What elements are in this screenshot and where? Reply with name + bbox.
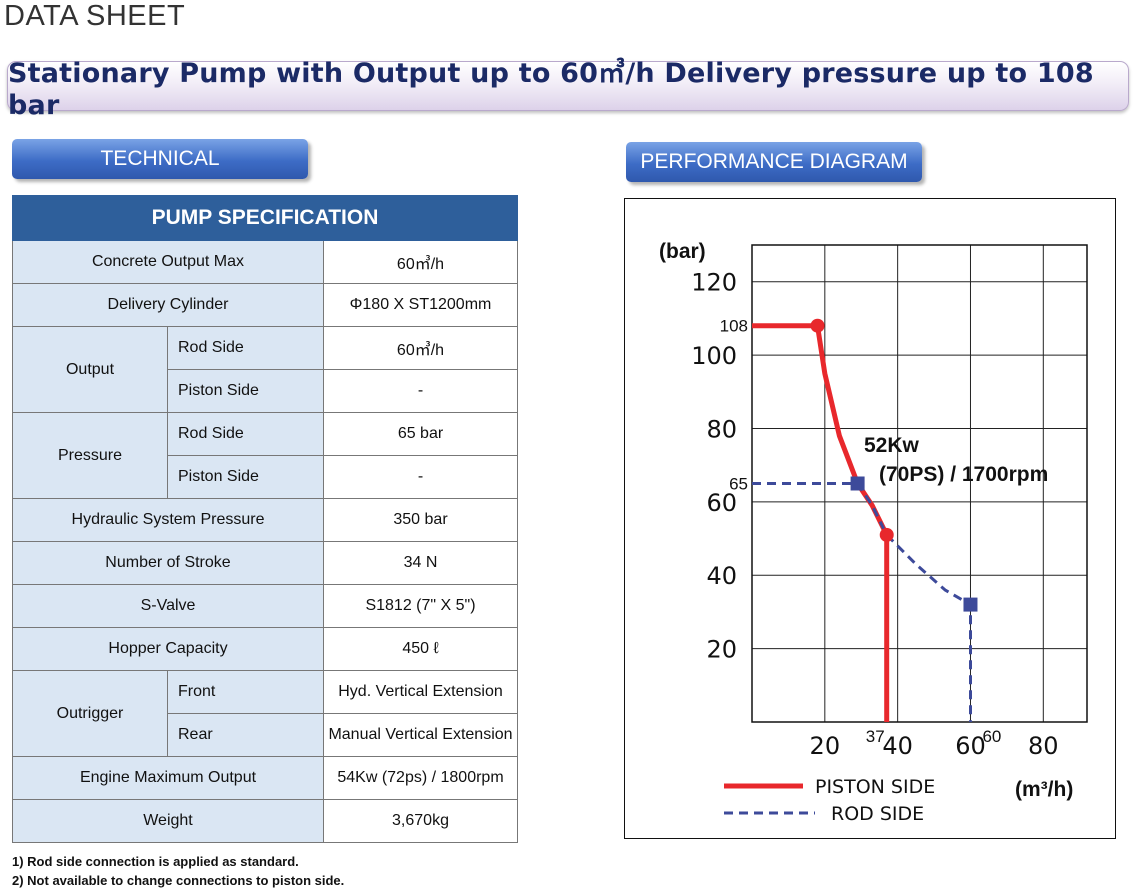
table-row: Delivery Cylinder Φ180 X ST1200mm xyxy=(12,283,519,327)
table-row: Piston Side - xyxy=(13,455,519,499)
spec-label: S-Valve xyxy=(12,584,324,628)
spec-value: 34 N xyxy=(322,541,519,585)
rod-marker-65 xyxy=(850,476,865,491)
spec-value: Φ180 X ST1200mm xyxy=(322,283,519,327)
spec-label: Number of Stroke xyxy=(12,541,324,585)
spec-sub-label: Piston Side xyxy=(167,369,324,413)
spec-label: Engine Maximum Output xyxy=(12,756,324,800)
power-annotation-line1: 52Kw xyxy=(864,434,920,457)
legend-label-rod: ROD SIDE xyxy=(831,803,924,825)
table-row: Outrigger Front Hyd. Vertical Extension xyxy=(12,670,519,757)
table-row: Hydraulic System Pressure 350 bar xyxy=(12,498,519,542)
spec-sub-label: Rod Side xyxy=(167,326,324,370)
spec-value: 54Kw (72ps) / 1800rpm xyxy=(322,756,519,800)
table-row: Number of Stroke 34 N xyxy=(12,541,519,585)
technical-section-tab: TECHNICAL xyxy=(12,139,308,179)
spec-value: - xyxy=(322,455,519,499)
table-row: Engine Maximum Output 54Kw (72ps) / 1800… xyxy=(12,756,519,800)
y-tick-label: 100 xyxy=(691,342,737,370)
piston-side-line xyxy=(752,323,890,722)
spec-value: 3,670kg xyxy=(322,799,519,843)
y-tick-label: 80 xyxy=(706,415,737,443)
footnote-2: 2) Not available to change connections t… xyxy=(12,873,345,888)
spec-group-label: Outrigger xyxy=(12,670,168,757)
spec-sub-label: Rod Side xyxy=(167,412,324,456)
footnote-1: 1) Rod side connection is applied as sta… xyxy=(12,854,299,869)
rod-side-line xyxy=(752,482,972,722)
spec-label: Delivery Cylinder xyxy=(12,283,324,327)
spec-sub-label: Rear xyxy=(167,713,324,757)
piston-marker-37 xyxy=(879,527,894,542)
spec-value: 60㎥/h xyxy=(322,240,519,284)
spec-value: S1812 (7" X 5") xyxy=(322,584,519,628)
x-tick-label: 40 xyxy=(882,732,913,760)
spec-value: - xyxy=(322,369,519,413)
table-row: Piston Side - xyxy=(13,369,519,413)
x-tick-label: 80 xyxy=(1028,732,1059,760)
performance-chart-svg: 20 40 60 80 100 120 20 40 60 80 (bar) (m³/h) 108 65 37… xyxy=(659,240,1088,825)
spec-table-title: PUMP SPECIFICATION xyxy=(11,195,519,241)
spec-group-label: Pressure xyxy=(12,412,168,499)
table-row: Output Rod Side 60㎥/h xyxy=(12,326,519,413)
performance-section-tab: PERFORMANCE DIAGRAM xyxy=(626,142,922,182)
spec-value: 60㎥/h xyxy=(322,326,519,370)
power-annotation-line2: (70PS) / 1700rpm xyxy=(879,463,1048,486)
value-label-108: 108 xyxy=(720,317,748,336)
legend-label-piston: PISTON SIDE xyxy=(815,776,935,798)
spec-value: 450 ℓ xyxy=(322,627,519,671)
title-banner: Stationary Pump with Output up to 60㎥/h … xyxy=(7,58,1129,121)
value-label-65: 65 xyxy=(729,475,748,494)
spec-value: 350 bar xyxy=(322,498,519,542)
y-tick-label: 40 xyxy=(706,562,737,590)
spec-sub-label: Front xyxy=(167,670,324,714)
y-tick-label: 20 xyxy=(706,636,737,664)
table-row: Weight 3,670kg xyxy=(12,799,519,843)
table-row: Hopper Capacity 450 ℓ xyxy=(12,627,519,671)
table-row: Concrete Output Max 60㎥/h xyxy=(12,240,519,284)
table-row: Rear Manual Vertical Extension xyxy=(13,713,519,757)
x-tick-label: 60 xyxy=(955,732,986,760)
banner-text: Stationary Pump with Output up to 60㎥/h … xyxy=(8,58,1094,121)
y-tick-label: 60 xyxy=(706,489,737,517)
spec-label: Hydraulic System Pressure xyxy=(12,498,324,542)
footnotes: 1) Rod side connection is applied as sta… xyxy=(12,852,344,890)
spec-sub-label: Piston Side xyxy=(167,455,324,499)
spec-label: Weight xyxy=(12,799,324,843)
performance-diagram: 20 40 60 80 100 120 20 40 60 80 (bar) (m³/h) 108 65 37… xyxy=(624,198,1116,839)
spec-group-label: Output xyxy=(12,326,168,413)
value-label-x37: 37 xyxy=(866,727,885,746)
rod-marker-60 xyxy=(963,597,978,612)
x-tick-label: 20 xyxy=(810,732,841,760)
spec-value: 65 bar xyxy=(322,412,519,456)
table-row: Pressure Rod Side 65 bar xyxy=(12,412,519,499)
spec-value: Hyd. Vertical Extension xyxy=(322,670,519,714)
spec-value: Manual Vertical Extension xyxy=(322,713,519,757)
pump-specification-table: PUMP SPECIFICATION Concrete Output Max 6… xyxy=(11,195,519,843)
spec-label: Concrete Output Max xyxy=(12,240,324,284)
y-tick-label: 120 xyxy=(691,269,737,297)
table-row: S-Valve S1812 (7" X 5") xyxy=(12,584,519,628)
x-axis-label: (m³/h) xyxy=(1015,778,1073,801)
spec-label: Hopper Capacity xyxy=(12,627,324,671)
y-axis-label: (bar) xyxy=(659,240,706,263)
value-label-x60: 60 xyxy=(982,727,1001,746)
piston-marker-108 xyxy=(810,318,825,333)
page-title: DATA SHEET xyxy=(4,0,186,32)
